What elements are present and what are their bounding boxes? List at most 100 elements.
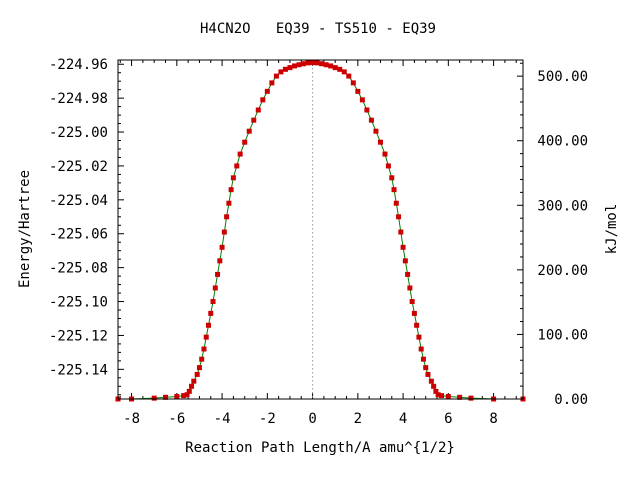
- x-tick-label: -2: [259, 411, 276, 427]
- data-point: [301, 61, 307, 67]
- data-point: [203, 334, 209, 340]
- data-point: [341, 69, 347, 75]
- data-point: [346, 73, 352, 79]
- x-tick-label: 0: [308, 411, 316, 427]
- data-point: [398, 229, 404, 235]
- y2-tick-label: 200.00: [537, 263, 588, 279]
- y-axis-label: Energy/Hartree: [17, 170, 33, 288]
- data-point: [196, 365, 202, 371]
- data-point: [206, 322, 212, 328]
- y-tick-label: -225.02: [49, 159, 108, 175]
- x-tick-label: -4: [214, 411, 231, 427]
- data-point: [328, 63, 334, 69]
- y2-tick-label: 100.00: [537, 327, 588, 343]
- data-point: [323, 62, 329, 68]
- data-point: [402, 258, 408, 264]
- series-layer: [115, 60, 526, 402]
- data-point: [445, 393, 451, 399]
- data-point: [355, 88, 361, 94]
- data-point: [278, 69, 284, 75]
- x-tick-label: 2: [354, 411, 362, 427]
- data-point: [237, 151, 243, 157]
- ticks-layer: -8 -6 -4 -2 0 2 4 6 8 -224.96 -224.98 -225.00 -225.0…: [49, 57, 588, 427]
- y-tick-label: -225.08: [49, 261, 108, 277]
- series-line: [118, 62, 523, 400]
- data-point: [433, 388, 439, 394]
- data-point: [377, 139, 383, 145]
- data-point: [400, 244, 406, 250]
- data-point: [181, 393, 187, 399]
- data-point: [291, 63, 297, 69]
- data-point: [189, 383, 195, 389]
- data-point: [221, 229, 227, 235]
- data-point: [264, 88, 270, 94]
- x-tick-label: -6: [168, 411, 185, 427]
- data-point: [282, 66, 288, 72]
- y-tick-label: -225.14: [49, 362, 108, 378]
- data-point: [411, 310, 417, 316]
- y2-tick-label: 0.00: [554, 392, 588, 408]
- data-point: [405, 271, 411, 277]
- y2-tick-label: 500.00: [537, 69, 588, 85]
- data-point: [255, 107, 261, 113]
- data-point: [230, 175, 236, 181]
- y2-axis-label: kJ/mol: [604, 204, 620, 255]
- data-point: [393, 200, 399, 206]
- x-tick-label: 8: [489, 411, 497, 427]
- y-tick-label: -224.96: [49, 57, 108, 73]
- data-point: [428, 378, 434, 384]
- data-point: [228, 187, 234, 193]
- plot-frame: [117, 59, 524, 400]
- data-point: [199, 356, 205, 362]
- data-point: [269, 80, 275, 86]
- data-point: [439, 393, 445, 399]
- data-point: [457, 394, 463, 400]
- data-point: [296, 62, 302, 68]
- data-point: [224, 214, 230, 220]
- data-point: [310, 60, 316, 66]
- data-point: [407, 285, 413, 291]
- y-tick-label: -225.06: [49, 227, 108, 243]
- data-point: [391, 187, 397, 193]
- data-point: [368, 117, 374, 123]
- data-point: [305, 60, 311, 66]
- x-axis-label: Reaction Path Length/A amu^{1/2}: [185, 440, 455, 456]
- data-point: [364, 107, 370, 113]
- data-point: [396, 214, 402, 220]
- data-point: [186, 388, 192, 394]
- data-point: [226, 200, 232, 206]
- data-point: [382, 151, 388, 157]
- data-point: [319, 61, 325, 67]
- x-tick-label: 4: [399, 411, 407, 427]
- data-point: [359, 97, 365, 103]
- y-tick-label: -225.04: [49, 193, 108, 209]
- data-point: [251, 117, 257, 123]
- data-point: [151, 395, 157, 401]
- data-point: [210, 299, 216, 305]
- y-tick-label: -224.98: [49, 91, 108, 107]
- data-point: [418, 346, 424, 352]
- y2-tick-label: 300.00: [537, 198, 588, 214]
- x-tick-label: -8: [123, 411, 140, 427]
- data-point: [194, 371, 200, 377]
- data-point: [215, 271, 221, 277]
- x-tick-label: 6: [444, 411, 452, 427]
- data-point: [416, 334, 422, 340]
- data-point: [212, 285, 218, 291]
- y-tick-label: -225.00: [49, 125, 108, 141]
- data-point: [201, 346, 207, 352]
- data-point: [389, 175, 395, 181]
- data-point: [163, 394, 169, 400]
- data-point: [337, 66, 343, 72]
- y2-tick-label: 400.00: [537, 134, 588, 150]
- data-point: [431, 383, 437, 389]
- data-point: [435, 392, 441, 398]
- data-point: [273, 73, 279, 79]
- data-point: [191, 378, 197, 384]
- data-point: [373, 128, 379, 134]
- data-point: [350, 80, 356, 86]
- data-point: [332, 65, 338, 71]
- data-point: [409, 299, 415, 305]
- data-point: [217, 258, 223, 264]
- y-tick-label: -225.10: [49, 295, 108, 311]
